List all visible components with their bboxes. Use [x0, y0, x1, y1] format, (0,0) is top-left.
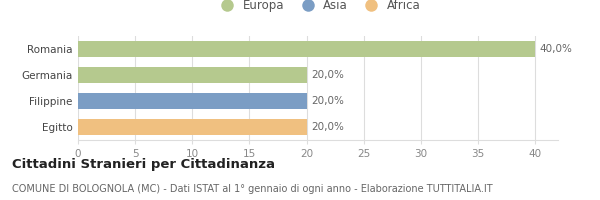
- Legend: Europa, Asia, Africa: Europa, Asia, Africa: [211, 0, 425, 17]
- Text: 40,0%: 40,0%: [540, 44, 572, 54]
- Text: 20,0%: 20,0%: [311, 70, 344, 80]
- Bar: [78, 93, 307, 109]
- Text: 20,0%: 20,0%: [311, 96, 344, 106]
- Bar: [78, 67, 307, 83]
- Text: 20,0%: 20,0%: [311, 122, 344, 132]
- Text: Cittadini Stranieri per Cittadinanza: Cittadini Stranieri per Cittadinanza: [12, 158, 275, 171]
- Text: COMUNE DI BOLOGNOLA (MC) - Dati ISTAT al 1° gennaio di ogni anno - Elaborazione : COMUNE DI BOLOGNOLA (MC) - Dati ISTAT al…: [12, 184, 493, 194]
- Bar: [78, 41, 535, 57]
- Bar: [78, 119, 307, 135]
